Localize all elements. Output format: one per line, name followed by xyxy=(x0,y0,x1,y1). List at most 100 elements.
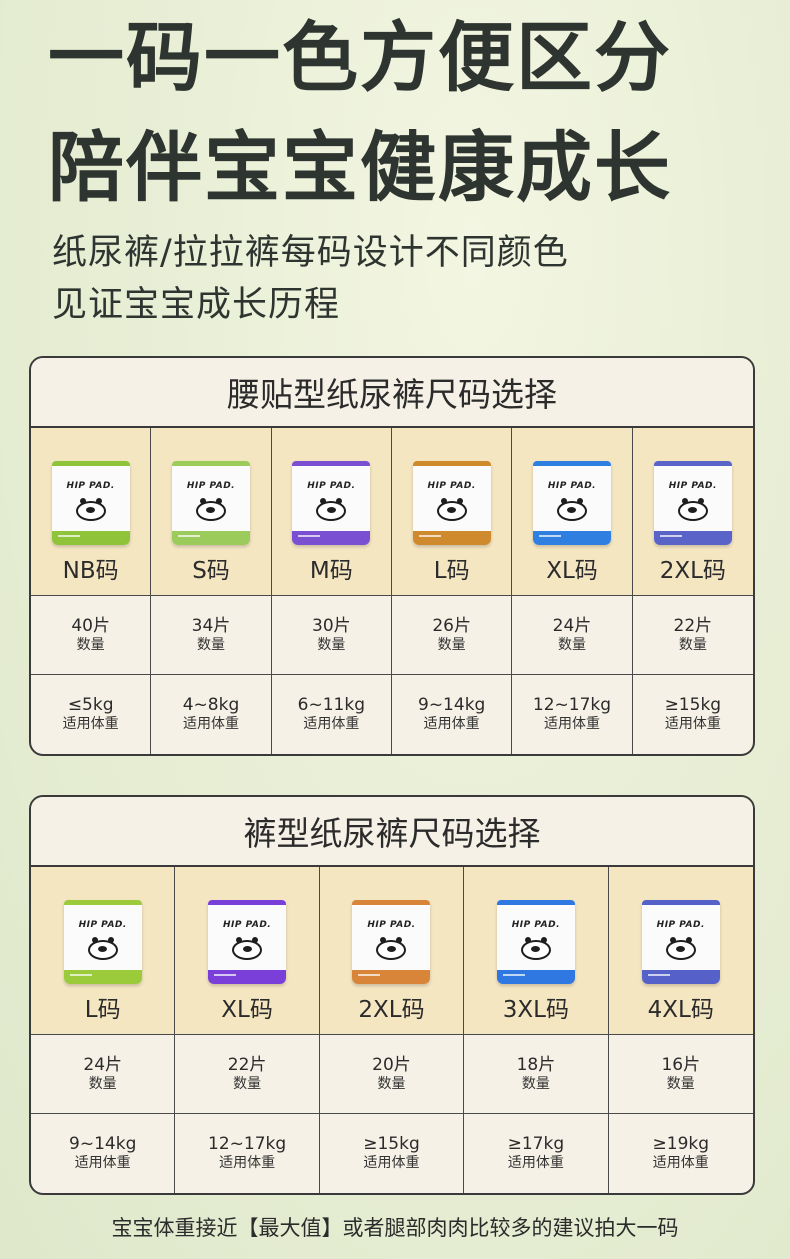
count-label: 数量 xyxy=(678,636,707,653)
bear-nose-icon xyxy=(98,946,108,952)
count-label: 数量 xyxy=(88,1075,117,1092)
weight-label: 适用体重 xyxy=(507,1155,564,1172)
pack-logo: HIP PAD. xyxy=(78,920,127,930)
pack-top-band xyxy=(532,461,611,466)
pack-logo: HIP PAD. xyxy=(66,481,115,491)
size-label: NB码 xyxy=(62,558,119,584)
pack-color-band xyxy=(292,531,371,545)
diaper-pack-image: HIP PAD. xyxy=(641,900,720,984)
tape-diaper-size-table: 腰贴型纸尿裤尺码选择 HIP PAD. NB码 HIP PAD. S码 HIP PAD.… xyxy=(29,356,755,756)
pack-logo: HIP PAD. xyxy=(427,481,476,491)
diaper-pack-image: HIP PAD. xyxy=(208,900,287,984)
pack-top-band xyxy=(653,461,732,466)
count-value: 20片 xyxy=(372,1054,411,1075)
count-cell: 22片 数量 xyxy=(175,1035,320,1114)
pull-up-grid: HIP PAD. L码 HIP PAD. XL码 HIP PAD. 2XL码 HIP PAD… xyxy=(31,867,753,1193)
size-cell: HIP PAD. 4XL码 xyxy=(608,867,753,1035)
pull-up-size-table: 裤型纸尿裤尺码选择 HIP PAD. L码 HIP PAD. XL码 HIP PAD. 2… xyxy=(29,795,755,1195)
weight-value: ≥15kg xyxy=(363,1134,420,1155)
diaper-pack-image: HIP PAD. xyxy=(292,461,371,545)
count-label: 数量 xyxy=(521,1075,550,1092)
weight-cell: ≥15kg 适用体重 xyxy=(633,675,753,754)
weight-cell: ≤5kg 适用体重 xyxy=(31,675,152,754)
count-cell: 20片 数量 xyxy=(319,1035,465,1114)
pack-logo: HIP PAD. xyxy=(222,920,272,930)
size-label: 4XL码 xyxy=(647,997,714,1023)
pack-top-band xyxy=(171,461,250,466)
size-label: XL码 xyxy=(546,558,598,584)
pack-top-band xyxy=(63,900,142,905)
bear-nose-icon xyxy=(531,946,541,952)
bear-nose-icon xyxy=(447,507,457,513)
weight-label: 适用体重 xyxy=(423,716,480,733)
bear-nose-icon xyxy=(386,946,396,952)
weight-value: 9~14kg xyxy=(418,695,486,716)
pack-top-band xyxy=(496,900,575,905)
bear-nose-icon xyxy=(326,507,336,513)
diaper-pack-image: HIP PAD. xyxy=(653,461,732,545)
diaper-pack-image: HIP PAD. xyxy=(496,900,575,984)
headline-line-2: 陪伴宝宝健康成长 xyxy=(48,123,672,212)
size-cell: HIP PAD. L码 xyxy=(31,867,176,1035)
pack-logo: HIP PAD. xyxy=(511,920,561,930)
size-cell: HIP PAD. 2XL码 xyxy=(632,428,753,596)
diaper-pack-image: HIP PAD. xyxy=(171,461,250,545)
pack-top-band xyxy=(352,900,431,905)
subtitle-line-2: 见证宝宝成长历程 xyxy=(52,285,341,325)
weight-cell: 12~17kg 适用体重 xyxy=(175,1114,320,1193)
pack-top-band xyxy=(208,900,287,905)
tape-diaper-grid: HIP PAD. NB码 HIP PAD. S码 HIP PAD. M码 HIP PAD. L… xyxy=(31,428,753,754)
diaper-pack-image: HIP PAD. xyxy=(532,461,611,545)
pack-color-band xyxy=(412,531,491,545)
size-cell: HIP PAD. L码 xyxy=(392,428,513,596)
weight-value: ≥19kg xyxy=(652,1134,710,1155)
weight-cell: ≥19kg 适用体重 xyxy=(609,1114,753,1193)
size-cell: HIP PAD. M码 xyxy=(271,428,392,596)
bear-nose-icon xyxy=(567,507,577,513)
count-value: 22片 xyxy=(673,615,713,636)
weight-value: ≥17kg xyxy=(507,1134,565,1155)
bear-nose-icon xyxy=(242,946,252,952)
count-value: 30片 xyxy=(312,615,351,636)
weight-label: 适用体重 xyxy=(62,716,119,733)
count-label: 数量 xyxy=(666,1075,695,1092)
size-cell: HIP PAD. XL码 xyxy=(175,867,320,1035)
size-cell: HIP PAD. NB码 xyxy=(31,428,152,596)
size-cell: HIP PAD. S码 xyxy=(151,428,272,596)
weight-label: 适用体重 xyxy=(543,716,600,733)
weight-value: 12~17kg xyxy=(532,695,612,716)
count-cell: 34片 数量 xyxy=(151,596,272,675)
count-label: 数量 xyxy=(437,636,466,653)
bear-nose-icon xyxy=(86,507,96,513)
pack-top-band xyxy=(641,900,720,905)
size-label: S码 xyxy=(192,558,230,584)
size-label: 2XL码 xyxy=(358,997,425,1023)
size-label: XL码 xyxy=(221,997,273,1023)
count-cell: 30片 数量 xyxy=(271,596,392,675)
weight-cell: 6~11kg 适用体重 xyxy=(272,675,392,754)
weight-label: 适用体重 xyxy=(652,1155,709,1172)
size-cell: HIP PAD. 3XL码 xyxy=(464,867,609,1035)
size-label: M码 xyxy=(309,558,353,584)
count-label: 数量 xyxy=(557,636,586,653)
weight-value: ≤5kg xyxy=(67,695,114,716)
diaper-pack-image: HIP PAD. xyxy=(51,461,130,545)
weight-value: 9~14kg xyxy=(69,1134,137,1155)
count-value: 34片 xyxy=(191,615,231,636)
size-label: 2XL码 xyxy=(659,558,726,584)
weight-label: 适用体重 xyxy=(74,1155,131,1172)
pack-logo: HIP PAD. xyxy=(656,920,705,930)
weight-cell: 9~14kg 适用体重 xyxy=(31,1114,176,1193)
bear-nose-icon xyxy=(676,946,686,952)
weight-cell: 9~14kg 适用体重 xyxy=(392,675,513,754)
pack-logo: HIP PAD. xyxy=(186,481,236,491)
count-value: 18片 xyxy=(516,1054,556,1075)
pack-logo: HIP PAD. xyxy=(547,481,597,491)
weight-value: 12~17kg xyxy=(208,1134,287,1155)
pack-top-band xyxy=(51,461,130,466)
pack-color-band xyxy=(496,970,575,984)
bear-face-icon xyxy=(232,937,263,960)
pack-color-band xyxy=(641,970,720,984)
pack-color-band xyxy=(208,970,287,984)
size-label: L码 xyxy=(84,997,121,1023)
